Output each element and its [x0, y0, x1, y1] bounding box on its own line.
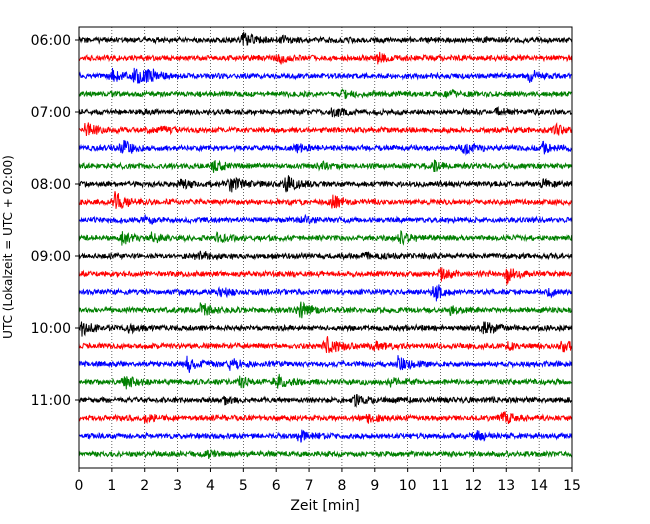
x-tick-label: 9	[370, 478, 379, 494]
trace-layer	[78, 31, 573, 459]
trace-line	[78, 67, 573, 84]
trace-line	[78, 394, 573, 409]
x-tick-label: 13	[497, 478, 515, 494]
x-tick-label: 4	[206, 478, 215, 494]
y-tick-label: 08:00	[31, 177, 71, 193]
trace-line	[78, 230, 573, 246]
trace-line	[78, 51, 573, 65]
trace-line	[78, 31, 573, 46]
y-axis: 06:00 07:00 08:00 09:00 10:00 11:00	[31, 33, 79, 409]
trace-line	[78, 321, 573, 337]
trace-line	[78, 122, 573, 136]
x-tick-label: 0	[75, 478, 84, 494]
trace-line	[78, 411, 573, 425]
x-tick-label: 3	[173, 478, 182, 494]
trace-line	[78, 213, 573, 225]
x-axis-label: Zeit [min]	[290, 498, 359, 514]
trace-line	[78, 175, 573, 193]
y-tick-label: 11:00	[31, 393, 71, 409]
trace-line	[78, 284, 573, 302]
x-tick-label: 8	[337, 478, 346, 494]
trace-line	[78, 448, 573, 459]
trace-line	[78, 106, 573, 119]
plot-frame	[78, 26, 573, 469]
y-tick-label: 07:00	[31, 105, 71, 121]
trace-line	[78, 139, 573, 156]
x-tick-label: 1	[107, 478, 116, 494]
x-tick-label: 5	[239, 478, 248, 494]
trace-line	[78, 250, 573, 261]
trace-line	[78, 191, 573, 209]
trace-line	[78, 355, 573, 373]
x-tick-label: 11	[432, 478, 450, 494]
trace-line	[78, 159, 573, 173]
trace-line	[78, 373, 573, 390]
x-axis: 0 1 2 3 4 5 6 7 8 9 10 11 12 13 14 15	[75, 468, 581, 494]
x-tick-label: 10	[399, 478, 417, 494]
x-tick-label: 2	[140, 478, 149, 494]
x-tick-label: 7	[305, 478, 314, 494]
trace-line	[78, 429, 573, 443]
y-axis-label: UTC (Lokalzeit = UTC + 02:00)	[1, 155, 15, 339]
y-tick-label: 09:00	[31, 249, 71, 265]
trace-line	[78, 267, 573, 285]
y-tick-label: 10:00	[31, 321, 71, 337]
trace-line	[78, 336, 573, 354]
x-tick-label: 15	[563, 478, 581, 494]
trace-line	[78, 88, 573, 100]
x-tick-label: 14	[530, 478, 548, 494]
trace-line	[78, 301, 573, 319]
x-tick-label: 12	[464, 478, 482, 494]
y-tick-label: 06:00	[31, 33, 71, 49]
x-tick-label: 6	[272, 478, 281, 494]
